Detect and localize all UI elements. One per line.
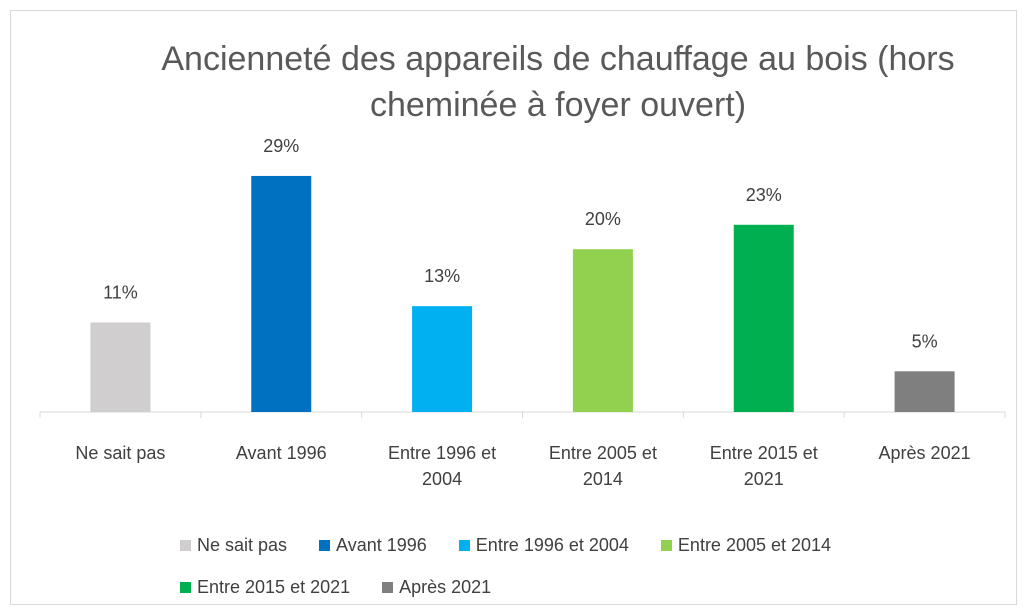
legend-item: Ne sait pas — [180, 524, 287, 566]
bar — [894, 371, 955, 412]
x-tick-label: Ne sait pas — [75, 443, 166, 463]
legend-label: Avant 1996 — [336, 535, 427, 555]
x-tick-label: Avant 1996 — [235, 443, 327, 463]
data-label: 23% — [746, 185, 782, 205]
legend-label: Après 2021 — [399, 577, 492, 597]
legend-label: Entre 1996 et 2004 — [475, 535, 629, 555]
legend-item: Entre 1996 et 2004 — [458, 524, 629, 566]
bar — [251, 175, 312, 412]
bar — [572, 249, 633, 412]
legend-label: Ne sait pas — [197, 535, 288, 555]
legend-label: Entre 2015 et 2021 — [197, 577, 351, 597]
legend-swatch — [382, 581, 394, 593]
bar — [733, 224, 794, 412]
chart-title: Ancienneté des appareils de chauffage au… — [161, 40, 955, 124]
data-label: 13% — [424, 266, 460, 286]
data-label: 11% — [103, 282, 138, 302]
legend-swatch — [319, 539, 331, 551]
legend-label: Entre 2005 et 2014 — [677, 535, 832, 555]
chart-frame — [10, 10, 1017, 605]
x-tick-label: Après 2021 — [878, 443, 971, 463]
legend-item: Après 2021 — [382, 566, 491, 608]
legend-item: Entre 2015 et 2021 — [180, 566, 350, 608]
x-tick-label: Entre 1996 et 2004 — [388, 443, 497, 489]
data-label: 29% — [263, 136, 299, 156]
x-tick-label: Entre 2015 et 2021 — [709, 443, 818, 489]
x-tick-label: Entre 2005 et 2014 — [548, 443, 657, 489]
legend-item: Entre 2005 et 2014 — [660, 524, 832, 566]
legend-swatch — [180, 581, 191, 593]
legend-swatch — [458, 539, 470, 551]
bar — [412, 306, 473, 412]
legend-swatch — [660, 539, 672, 551]
data-label: 20% — [585, 209, 621, 229]
bar — [90, 322, 151, 412]
legend: Ne sait pas Avant 1996 Entre 1996 et 2004 E… — [180, 524, 880, 608]
legend-item: Avant 1996 — [319, 524, 427, 566]
legend-swatch — [180, 539, 191, 551]
data-label: 5% — [912, 331, 938, 351]
